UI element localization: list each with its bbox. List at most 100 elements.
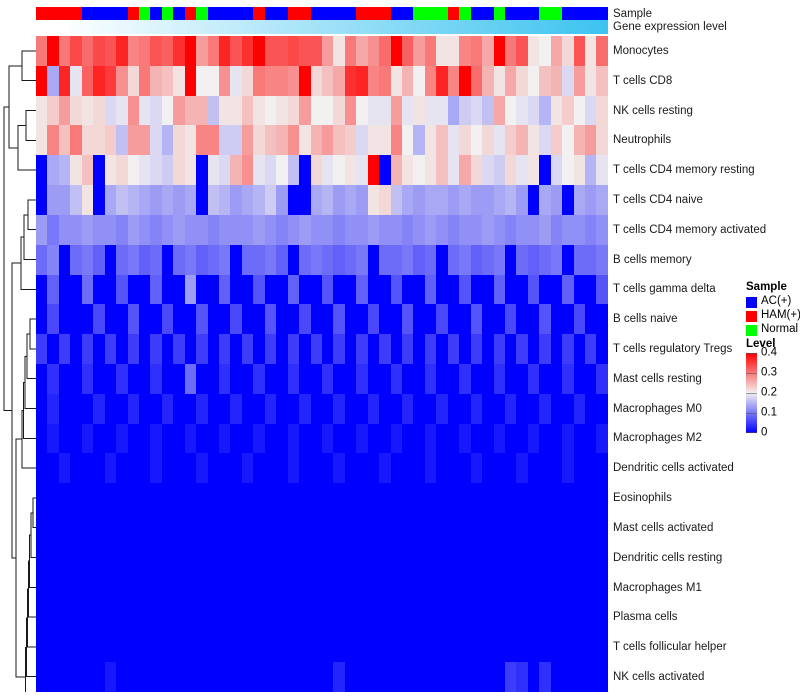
- heatmap-cell: [390, 95, 402, 126]
- heatmap-cell: [150, 363, 162, 394]
- heatmap-cell: [150, 95, 162, 126]
- heatmap-cell: [81, 244, 94, 275]
- heatmap-cell: [516, 453, 528, 484]
- level-tick-mark: [746, 392, 757, 394]
- heatmap-cell: [390, 423, 402, 454]
- row-label: T cells CD4 memory resting: [613, 164, 755, 177]
- heatmap-cell: [310, 214, 322, 245]
- heatmap-cell: [413, 125, 425, 156]
- heatmap-cell: [310, 572, 322, 603]
- heatmap-cell: [138, 155, 151, 186]
- heatmap-cell: [264, 393, 277, 424]
- heatmap-cell: [207, 155, 219, 186]
- heatmap-cell: [219, 662, 231, 692]
- heatmap-cell: [241, 155, 254, 186]
- heatmap-cell: [264, 95, 277, 126]
- heatmap-cell: [36, 542, 48, 573]
- heatmap-cell: [219, 95, 231, 126]
- heatmap-cell: [333, 36, 345, 66]
- heatmap-cell: [161, 572, 174, 603]
- heatmap-cell: [333, 602, 345, 633]
- heatmap-cell: [436, 185, 448, 215]
- heatmap-cell: [424, 214, 437, 245]
- heatmap-cell: [482, 95, 494, 126]
- heatmap-cell: [253, 155, 265, 186]
- heatmap-cell: [390, 125, 402, 156]
- sample-annotation-cell: [207, 7, 219, 20]
- heatmap-cell: [81, 602, 94, 633]
- heatmap-cell: [104, 632, 117, 663]
- heatmap-cell: [356, 214, 368, 245]
- heatmap-cell: [241, 65, 254, 96]
- heatmap-cell: [470, 95, 483, 126]
- heatmap-cell: [127, 453, 139, 484]
- heatmap-cell: [402, 36, 414, 66]
- heatmap-cell: [287, 662, 300, 692]
- heatmap-cell: [550, 513, 563, 543]
- heatmap-cell: [299, 334, 311, 364]
- heatmap-cell: [104, 423, 117, 454]
- sample-annotation-cell: [482, 7, 494, 20]
- heatmap-cell: [173, 513, 185, 543]
- heatmap-cell: [230, 602, 242, 633]
- heatmap-cell: [230, 542, 242, 573]
- heatmap-cell: [47, 602, 59, 633]
- heatmap-cell: [310, 423, 322, 454]
- heatmap-cell: [150, 125, 162, 156]
- heatmap-cell: [93, 65, 105, 96]
- heatmap-cell: [356, 244, 368, 275]
- heatmap-cell: [527, 155, 540, 186]
- heatmap-cell: [150, 542, 162, 573]
- heatmap-cell: [276, 453, 288, 484]
- heatmap-cell: [356, 513, 368, 543]
- heatmap-cell: [241, 334, 254, 364]
- heatmap-cell: [482, 572, 494, 603]
- heatmap-cell: [596, 602, 608, 633]
- sample-annotation-cell: [333, 7, 345, 20]
- heatmap-cell: [482, 393, 494, 424]
- heatmap-cell: [367, 125, 380, 156]
- heatmap-cell: [36, 572, 48, 603]
- heatmap-cell: [70, 513, 82, 543]
- heatmap-cell: [573, 662, 585, 692]
- heatmap-cell: [527, 572, 540, 603]
- heatmap-cell: [58, 393, 71, 424]
- heatmap-cell: [504, 36, 517, 66]
- heatmap-cell: [58, 483, 71, 513]
- heatmap-cell: [527, 602, 540, 633]
- heatmap-cell: [161, 334, 174, 364]
- heatmap-cell: [138, 423, 151, 454]
- heatmap-cell: [127, 155, 139, 186]
- row-label: B cells naive: [613, 313, 678, 326]
- heatmap-cell: [299, 214, 311, 245]
- heatmap-cell: [459, 453, 471, 484]
- sample-annotation-cell: [161, 7, 174, 20]
- heatmap-cell: [276, 274, 288, 305]
- heatmap-cell: [310, 453, 322, 484]
- heatmap-cell: [196, 334, 208, 364]
- heatmap-cell: [81, 36, 94, 66]
- heatmap-cell: [219, 274, 231, 305]
- heatmap-cell: [93, 632, 105, 663]
- heatmap-cell: [70, 662, 82, 692]
- heatmap-cell: [573, 542, 585, 573]
- heatmap-cell: [161, 304, 174, 335]
- heatmap-cell: [596, 572, 608, 603]
- heatmap-cell: [161, 602, 174, 633]
- heatmap-cell: [596, 393, 608, 424]
- heatmap-cell: [539, 334, 551, 364]
- heatmap-cell: [516, 95, 528, 126]
- heatmap-cell: [173, 363, 185, 394]
- heatmap-cell: [447, 423, 460, 454]
- heatmap-cell: [333, 244, 345, 275]
- heatmap-cell: [150, 662, 162, 692]
- heatmap-cell: [562, 185, 574, 215]
- heatmap-cell: [241, 453, 254, 484]
- heatmap-cell: [585, 423, 597, 454]
- heatmap-cell: [539, 214, 551, 245]
- heatmap-cell: [81, 513, 94, 543]
- heatmap-cell: [161, 214, 174, 245]
- heatmap-cell: [539, 662, 551, 692]
- heatmap-cell: [424, 274, 437, 305]
- heatmap-cell: [241, 662, 254, 692]
